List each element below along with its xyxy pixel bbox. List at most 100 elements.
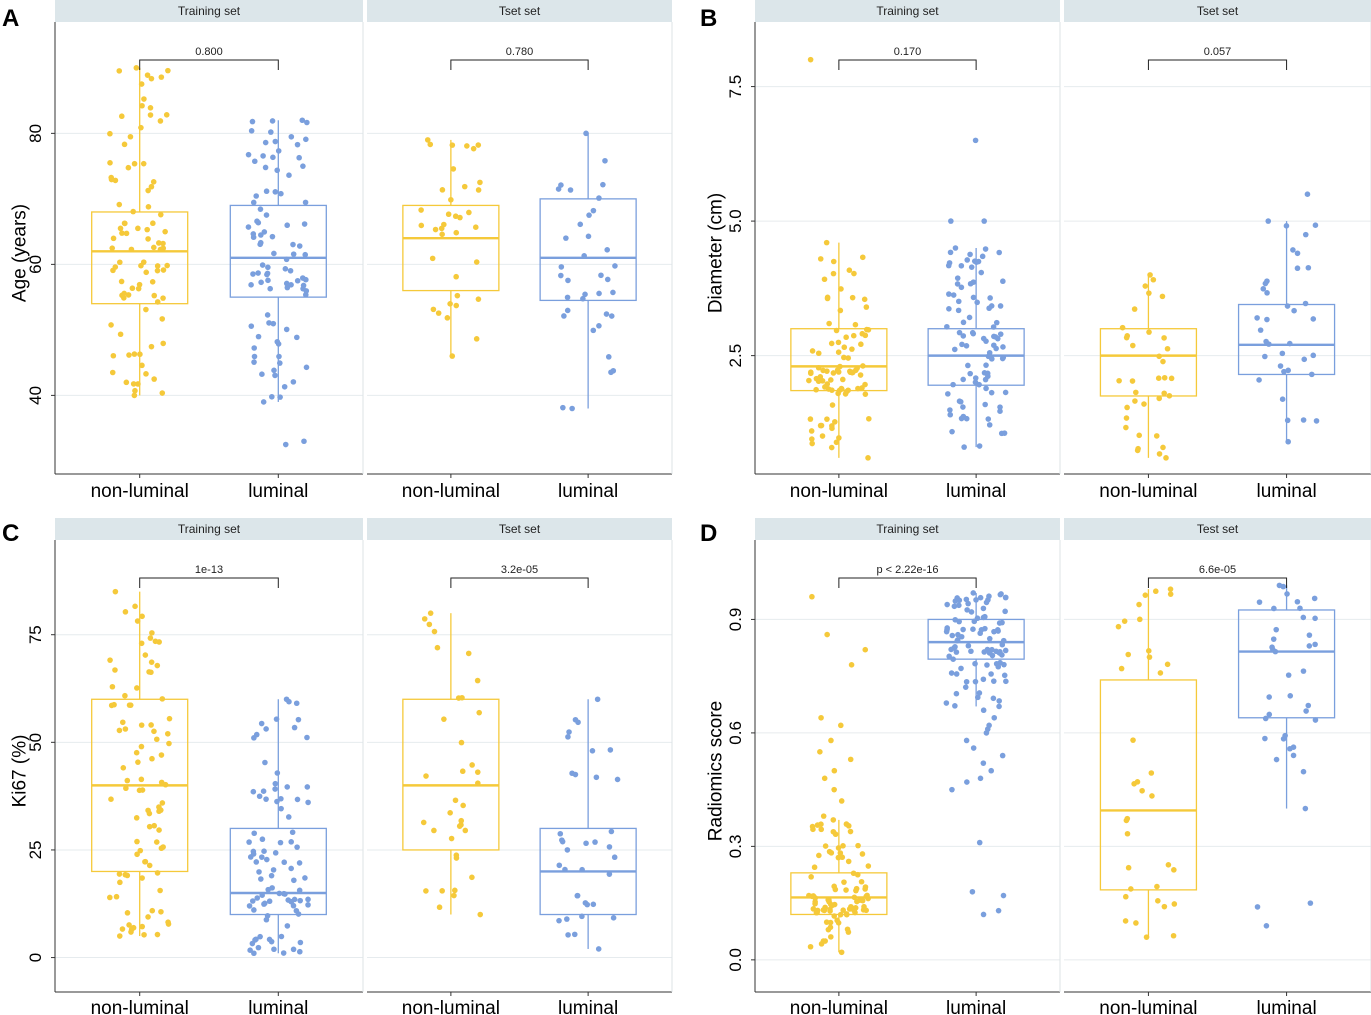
data-point (832, 831, 839, 838)
y-axis-title: Diameter (cm) (706, 193, 727, 313)
data-point (1266, 711, 1273, 718)
data-point (123, 379, 130, 386)
x-tick-label: non-luminal (790, 481, 888, 502)
data-point (996, 703, 1002, 710)
data-point (830, 270, 837, 277)
data-point (251, 345, 258, 351)
data-point (967, 370, 973, 377)
data-point (441, 716, 447, 722)
data-point (150, 179, 157, 185)
data-point (1312, 615, 1318, 622)
data-point (291, 877, 297, 884)
data-point (1000, 892, 1007, 899)
data-point (255, 270, 261, 276)
data-point (865, 863, 872, 869)
data-point (248, 282, 254, 288)
data-point (475, 296, 482, 302)
data-point (1168, 375, 1175, 382)
data-point (122, 609, 129, 615)
data-point (248, 323, 255, 329)
box-iqr (402, 204, 500, 292)
data-point (1254, 904, 1261, 910)
y-tick-label: 7.5 (726, 75, 745, 99)
data-point (300, 163, 306, 169)
data-point (833, 327, 840, 334)
data-point (945, 391, 951, 397)
data-point (154, 263, 161, 269)
data-point (1300, 768, 1307, 775)
box-non-luminal (790, 56, 888, 461)
data-point (110, 235, 117, 242)
data-point (829, 425, 835, 432)
data-point (250, 271, 256, 277)
data-point (972, 678, 979, 685)
data-point (133, 815, 140, 821)
data-point (138, 262, 144, 269)
data-point (125, 292, 132, 298)
data-point (1290, 247, 1296, 253)
data-point (290, 241, 296, 248)
data-point (835, 369, 842, 375)
data-point (109, 245, 116, 251)
data-point (303, 276, 309, 283)
data-point (158, 845, 165, 852)
data-point (821, 775, 828, 782)
data-point (1312, 222, 1319, 228)
data-point (1262, 280, 1269, 287)
data-point (594, 696, 601, 703)
data-point (954, 281, 961, 287)
data-point (123, 230, 130, 237)
data-point (423, 888, 429, 894)
data-point (165, 67, 171, 74)
x-tick-label: luminal (248, 481, 308, 502)
data-point (1146, 290, 1152, 296)
data-point (1160, 358, 1166, 365)
data-point (953, 690, 960, 697)
data-point (1124, 830, 1131, 837)
data-point (1279, 396, 1286, 403)
data-point (1002, 608, 1008, 615)
data-point (843, 388, 850, 395)
data-point (124, 910, 131, 916)
data-point (852, 905, 859, 911)
data-point (986, 722, 992, 729)
data-point (1294, 598, 1301, 605)
data-point (837, 911, 844, 918)
data-point (288, 133, 295, 140)
data-point (1122, 893, 1129, 900)
data-point (464, 143, 470, 149)
data-point (127, 133, 134, 140)
data-point (296, 948, 303, 955)
data-point (968, 264, 975, 270)
data-point (475, 142, 482, 148)
data-point (146, 823, 153, 830)
data-point (818, 714, 824, 721)
data-point (560, 404, 566, 411)
data-point (807, 943, 814, 950)
data-point (287, 267, 294, 274)
data-point (582, 291, 588, 298)
box-non-luminal (1099, 272, 1198, 461)
data-point (108, 322, 114, 328)
bracket-line (450, 59, 589, 70)
data-point (843, 887, 849, 893)
data-point (159, 696, 166, 702)
data-point (830, 817, 837, 823)
data-point (297, 897, 303, 904)
data-point (964, 779, 970, 785)
facet-title: Training set (876, 522, 939, 536)
data-point (593, 774, 600, 781)
data-point (997, 303, 1004, 309)
data-point (1164, 345, 1171, 352)
data-point (1308, 371, 1315, 378)
data-point (980, 335, 987, 342)
data-point (986, 422, 993, 428)
data-point (445, 211, 452, 218)
data-point (991, 342, 997, 349)
data-point (1146, 329, 1152, 335)
data-point (108, 176, 115, 183)
data-point (159, 316, 166, 322)
data-point (828, 340, 835, 347)
plot-area (367, 540, 672, 992)
